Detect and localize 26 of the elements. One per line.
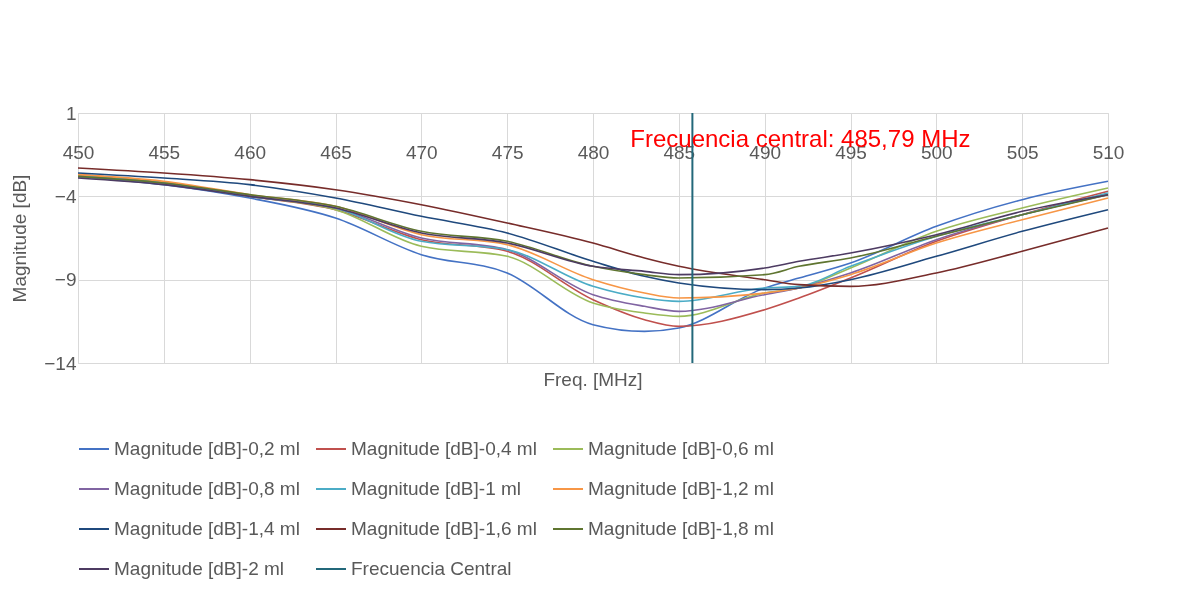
legend-label: Magnitude [dB]-1,6 ml (351, 518, 537, 539)
x-tick-label: 455 (148, 142, 181, 164)
legend-label: Magnitude [dB]-2 ml (114, 558, 285, 579)
x-tick-label: 505 (1006, 142, 1039, 164)
legend-label: Magnitude [dB]-0,8 ml (114, 478, 300, 499)
legend-label: Magnitude [dB]-0,2 ml (114, 438, 300, 459)
x-tick-label: 460 (234, 142, 267, 164)
legend-label: Magnitude [dB]-0,4 ml (351, 438, 537, 459)
x-tick-label: 465 (320, 142, 352, 164)
y-tick-label: 1 (65, 102, 77, 124)
y-axis-title: Magnitude [dB] (9, 174, 31, 303)
legend-label: Magnitude [dB]-1,8 ml (588, 518, 774, 539)
x-tick-label: 450 (62, 142, 95, 164)
x-tick-label: 510 (1092, 142, 1125, 164)
legend-label: Magnitude [dB]-0,6 ml (588, 438, 774, 459)
x-tick-label: 470 (405, 142, 438, 164)
legend-label: Magnitude [dB]-1,4 ml (114, 518, 300, 539)
legend-label: Magnitude [dB]-1,2 ml (588, 478, 774, 499)
y-tick-label: −9 (54, 269, 77, 291)
legend-label: Frecuencia Central (351, 558, 512, 579)
x-tick-label: 480 (577, 142, 610, 164)
x-tick-label: 475 (491, 142, 524, 164)
y-tick-label: −14 (44, 352, 77, 374)
legend-label: Magnitude [dB]-1 ml (351, 478, 522, 499)
x-axis-title: Freq. [MHz] (543, 369, 643, 390)
y-tick-label: −4 (54, 185, 77, 207)
